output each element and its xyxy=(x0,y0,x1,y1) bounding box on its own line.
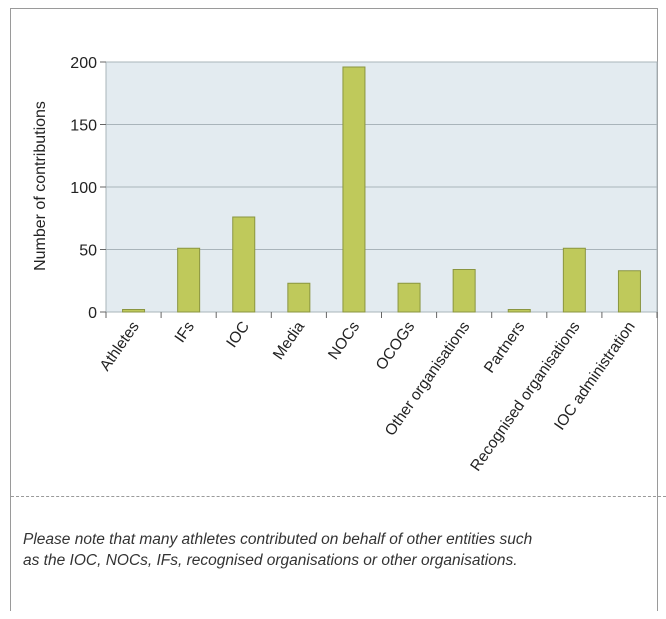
y-tick-label: 150 xyxy=(70,118,97,135)
bar xyxy=(562,247,586,313)
y-tick-label: 0 xyxy=(88,305,97,322)
bar xyxy=(177,247,201,313)
bar xyxy=(452,269,476,313)
y-tick-label: 50 xyxy=(79,243,97,260)
footnote-line-1: Please note that many athletes contribut… xyxy=(23,531,533,548)
y-tick-label: 100 xyxy=(70,180,97,197)
x-tick-label: IFs xyxy=(172,318,198,346)
bar xyxy=(232,216,256,313)
bars xyxy=(122,66,641,313)
bar xyxy=(287,282,311,313)
x-tick-label: Media xyxy=(270,318,308,363)
x-tick-label: OCOGs xyxy=(373,318,419,373)
footnote-line-2: as the IOC, NOCs, IFs, recognised organi… xyxy=(23,552,518,569)
x-tick-label: Athletes xyxy=(97,318,143,374)
section-divider xyxy=(11,496,666,497)
bar xyxy=(342,66,366,313)
x-tick-label: Recognised organisations xyxy=(467,318,583,474)
bar-chart: 0 50 100 150 200 Athletes IFs IOC Media NOCs OCOG… xyxy=(32,55,658,474)
x-tick-label: IOC xyxy=(223,319,253,351)
footnote: Please note that many athletes contribut… xyxy=(23,529,653,571)
y-axis-label: Number of contributions xyxy=(32,101,49,271)
bar xyxy=(617,270,641,313)
y-axis-ticks: 0 50 100 150 200 xyxy=(70,55,106,322)
x-tick-label: NOCs xyxy=(325,318,363,363)
y-tick-label: 200 xyxy=(70,55,97,72)
x-tick-label: Partners xyxy=(481,318,529,376)
bar xyxy=(397,282,421,313)
bar xyxy=(122,309,146,313)
bar xyxy=(507,309,531,313)
